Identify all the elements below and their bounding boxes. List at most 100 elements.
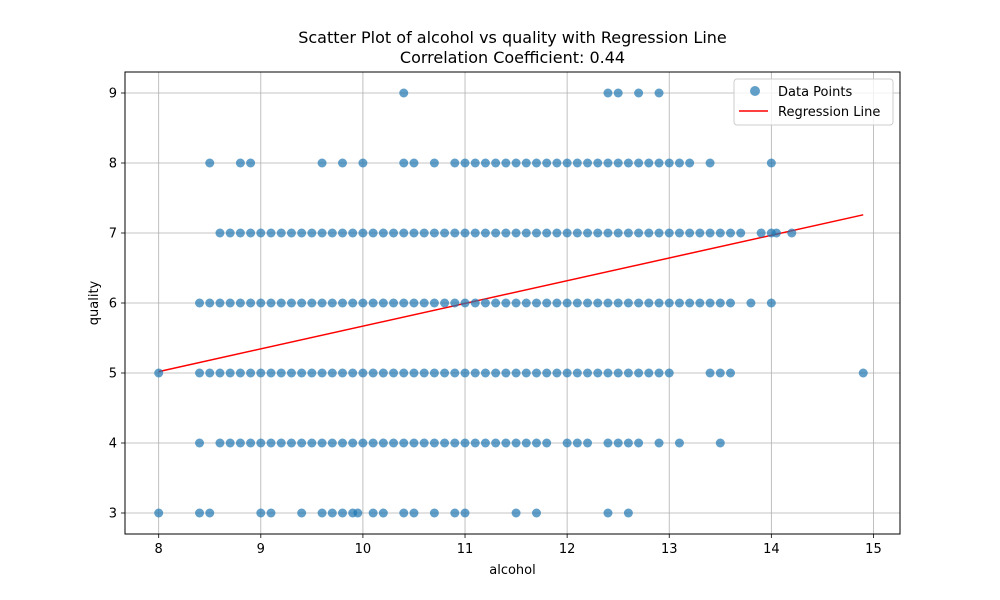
data-point: [470, 368, 480, 378]
data-point: [511, 368, 521, 378]
data-point: [399, 88, 409, 98]
data-point: [368, 508, 378, 518]
data-point: [521, 368, 531, 378]
data-point: [399, 298, 409, 308]
data-point: [389, 228, 399, 238]
data-point: [399, 228, 409, 238]
data-point: [583, 158, 593, 168]
data-point: [531, 228, 541, 238]
data-point: [378, 228, 388, 238]
data-point: [409, 508, 419, 518]
data-point: [368, 368, 378, 378]
data-point: [531, 368, 541, 378]
data-point: [623, 508, 633, 518]
data-point: [266, 228, 276, 238]
data-point: [358, 368, 368, 378]
x-tick-label: 10: [355, 542, 372, 557]
data-point: [195, 298, 205, 308]
y-tick-label: 3: [109, 507, 117, 522]
data-point: [389, 298, 399, 308]
data-point: [256, 298, 266, 308]
data-point: [256, 438, 266, 448]
data-point: [664, 368, 674, 378]
data-point: [572, 298, 582, 308]
data-point: [246, 368, 256, 378]
data-point: [583, 438, 593, 448]
data-point: [307, 368, 317, 378]
data-point: [572, 368, 582, 378]
data-point: [246, 228, 256, 238]
data-point: [409, 228, 419, 238]
data-point: [460, 228, 470, 238]
data-point: [644, 368, 654, 378]
data-point: [634, 438, 644, 448]
data-point: [501, 158, 511, 168]
data-point: [654, 368, 664, 378]
data-point: [583, 228, 593, 238]
data-point: [766, 158, 776, 168]
data-point: [235, 158, 245, 168]
data-point: [674, 158, 684, 168]
y-tick-label: 9: [109, 87, 117, 102]
data-point: [276, 298, 286, 308]
data-point: [603, 158, 613, 168]
data-point: [715, 298, 725, 308]
data-point: [429, 368, 439, 378]
data-point: [613, 438, 623, 448]
data-point: [225, 368, 235, 378]
data-point: [613, 368, 623, 378]
data-point: [195, 508, 205, 518]
data-point: [368, 438, 378, 448]
data-point: [603, 228, 613, 238]
data-point: [215, 368, 225, 378]
data-point: [297, 368, 307, 378]
data-point: [572, 438, 582, 448]
data-point: [337, 228, 347, 238]
data-point: [409, 438, 419, 448]
data-point: [685, 158, 695, 168]
data-point: [572, 158, 582, 168]
data-point: [705, 228, 715, 238]
y-tick-label: 4: [109, 437, 117, 452]
data-point: [286, 368, 296, 378]
data-point: [613, 158, 623, 168]
data-point: [613, 298, 623, 308]
data-point: [450, 508, 460, 518]
data-point: [787, 228, 797, 238]
data-point: [154, 508, 164, 518]
data-point: [593, 298, 603, 308]
data-point: [297, 438, 307, 448]
data-point: [470, 228, 480, 238]
data-point: [450, 368, 460, 378]
data-point: [705, 298, 715, 308]
data-point: [368, 298, 378, 308]
data-point: [378, 508, 388, 518]
data-point: [756, 228, 766, 238]
data-point: [317, 158, 327, 168]
data-point: [542, 438, 552, 448]
data-point: [531, 438, 541, 448]
data-point: [542, 158, 552, 168]
data-point: [327, 368, 337, 378]
data-point: [195, 438, 205, 448]
data-point: [353, 508, 363, 518]
data-point: [286, 298, 296, 308]
data-point: [378, 298, 388, 308]
legend: Data Points Regression Line: [733, 78, 894, 126]
data-point: [664, 298, 674, 308]
data-point: [695, 298, 705, 308]
data-point: [307, 228, 317, 238]
data-point: [521, 158, 531, 168]
data-point: [205, 368, 215, 378]
data-point: [603, 368, 613, 378]
data-point: [358, 298, 368, 308]
x-tick-label: 13: [661, 542, 678, 557]
data-point: [726, 228, 736, 238]
data-point: [358, 438, 368, 448]
data-point: [542, 228, 552, 238]
data-point: [460, 368, 470, 378]
data-point: [715, 228, 725, 238]
data-point: [256, 508, 266, 518]
data-point: [235, 368, 245, 378]
